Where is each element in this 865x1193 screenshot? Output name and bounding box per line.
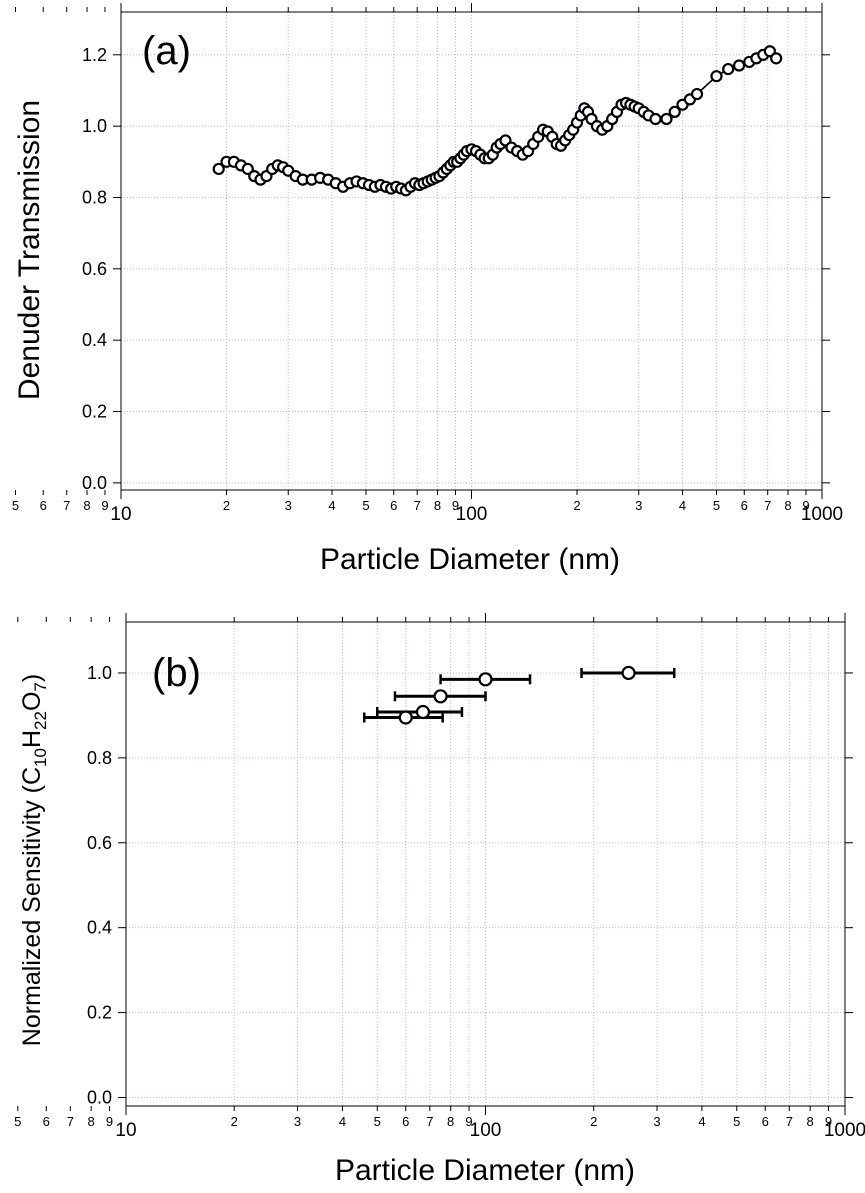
x-minor-tick-label: 3 xyxy=(635,498,642,513)
x-tick-label: 100 xyxy=(456,504,488,525)
y-tick-label: 1.0 xyxy=(87,663,112,683)
x-minor-tick-label: 7 xyxy=(764,498,771,513)
x-minor-tick-label: 6 xyxy=(402,1114,409,1129)
x-minor-tick-label: 8 xyxy=(784,498,791,513)
data-point xyxy=(398,710,413,725)
x-minor-tick-label: 8 xyxy=(434,498,441,513)
axis-ticks: 1010010002345678923456789234567890.00.20… xyxy=(12,3,843,525)
y-tick-label: 0.0 xyxy=(82,473,107,493)
x-minor-tick-label: 3 xyxy=(285,498,292,513)
x-axis-label: Particle Diameter (nm) xyxy=(320,543,620,576)
data-point xyxy=(212,162,225,176)
data-point xyxy=(433,689,448,704)
x-minor-tick-label: 9 xyxy=(825,1114,832,1129)
x-minor-tick-label: 3 xyxy=(653,1114,660,1129)
series-line xyxy=(218,50,777,192)
y-tick-label: 0.2 xyxy=(82,402,107,422)
y-axis-label: Denuder Transmission xyxy=(13,100,46,400)
data-point xyxy=(649,112,662,126)
grid-lines xyxy=(121,12,822,490)
y-tick-label: 0.8 xyxy=(87,748,112,768)
panel-label: (b) xyxy=(152,651,201,695)
x-minor-tick-label: 5 xyxy=(733,1114,740,1129)
y-axis-label-part: ) xyxy=(18,674,46,682)
data-point xyxy=(241,162,254,176)
x-minor-tick-label: 4 xyxy=(679,498,686,513)
data-point xyxy=(478,672,493,687)
x-minor-tick-label: 8 xyxy=(83,498,90,513)
x-minor-tick-label: 7 xyxy=(426,1114,433,1129)
data-point xyxy=(732,59,746,72)
x-axis-label: Particle Diameter (nm) xyxy=(335,1154,635,1187)
x-tick-label: 10 xyxy=(110,504,131,525)
x-minor-tick-label: 4 xyxy=(339,1114,346,1129)
x-minor-tick-label: 9 xyxy=(802,498,809,513)
x-minor-tick-label: 7 xyxy=(63,498,70,513)
chart-panel-b: 1010010002345678923456789234567890.00.20… xyxy=(14,613,865,1187)
y-axis-label-part: Normalized Sensitivity (C xyxy=(18,767,46,1046)
x-minor-tick-label: 7 xyxy=(786,1114,793,1129)
x-tick-label: 1000 xyxy=(824,1120,865,1141)
x-minor-tick-label: 9 xyxy=(101,498,108,513)
data-point xyxy=(668,105,681,118)
data-point xyxy=(660,112,673,126)
data-point xyxy=(770,52,783,65)
x-minor-tick-label: 6 xyxy=(43,1114,50,1129)
x-minor-tick-label: 8 xyxy=(447,1114,454,1129)
y-tick-label: 0.8 xyxy=(82,187,107,207)
y-axis-label-part: O xyxy=(18,692,46,711)
x-minor-tick-label: 6 xyxy=(40,498,47,513)
x-minor-tick-label: 3 xyxy=(294,1114,301,1129)
x-minor-tick-label: 7 xyxy=(67,1114,74,1129)
y-tick-label: 0.6 xyxy=(82,259,107,279)
axis-ticks: 1010010002345678923456789234567890.00.20… xyxy=(14,613,865,1141)
x-minor-tick-label: 6 xyxy=(762,1114,769,1129)
y-tick-label: 0.2 xyxy=(87,1003,112,1023)
x-minor-tick-label: 5 xyxy=(12,498,19,513)
x-tick-label: 10 xyxy=(115,1120,136,1141)
data-point xyxy=(690,87,704,101)
chart-panel-a: 1010010002345678923456789234567890.00.20… xyxy=(12,3,843,576)
x-tick-label: 1000 xyxy=(801,504,843,525)
x-minor-tick-label: 2 xyxy=(590,1114,597,1129)
y-axis-label-subscript: 7 xyxy=(31,682,50,691)
x-minor-tick-label: 9 xyxy=(452,498,459,513)
x-minor-tick-label: 4 xyxy=(698,1114,705,1129)
y-tick-label: 0.4 xyxy=(82,330,107,350)
y-axis-label-part: H xyxy=(18,730,46,748)
data-point xyxy=(710,70,723,83)
x-minor-tick-label: 2 xyxy=(231,1114,238,1129)
y-tick-label: 0.6 xyxy=(87,833,112,853)
panel-label: (a) xyxy=(142,29,191,73)
data-series xyxy=(212,45,783,197)
data-series xyxy=(363,665,676,725)
y-axis-label: Normalized Sensitivity (C10H22O7) xyxy=(18,674,50,1046)
y-axis-label-subscript: 10 xyxy=(31,748,50,767)
x-minor-tick-label: 5 xyxy=(14,1114,21,1129)
data-point xyxy=(722,62,735,76)
x-minor-tick-label: 5 xyxy=(362,498,369,513)
plot-frame xyxy=(120,11,823,491)
x-minor-tick-label: 4 xyxy=(328,498,335,513)
y-axis-label-subscript: 22 xyxy=(31,711,50,730)
x-minor-tick-label: 6 xyxy=(741,498,748,513)
x-minor-tick-label: 5 xyxy=(713,498,720,513)
x-minor-tick-label: 5 xyxy=(374,1114,381,1129)
x-minor-tick-label: 2 xyxy=(223,498,230,513)
x-minor-tick-label: 8 xyxy=(807,1114,814,1129)
data-point xyxy=(621,665,636,681)
x-minor-tick-label: 6 xyxy=(390,498,397,513)
x-minor-tick-label: 9 xyxy=(465,1114,472,1129)
x-tick-label: 100 xyxy=(470,1120,502,1141)
y-tick-label: 1.0 xyxy=(82,116,107,136)
y-tick-label: 1.2 xyxy=(82,45,107,65)
y-tick-label: 0.0 xyxy=(87,1088,112,1108)
y-tick-label: 0.4 xyxy=(87,918,112,938)
x-minor-tick-label: 8 xyxy=(88,1114,95,1129)
data-point xyxy=(415,704,431,720)
x-minor-tick-label: 7 xyxy=(414,498,421,513)
x-minor-tick-label: 2 xyxy=(573,498,580,513)
x-minor-tick-label: 9 xyxy=(106,1114,113,1129)
